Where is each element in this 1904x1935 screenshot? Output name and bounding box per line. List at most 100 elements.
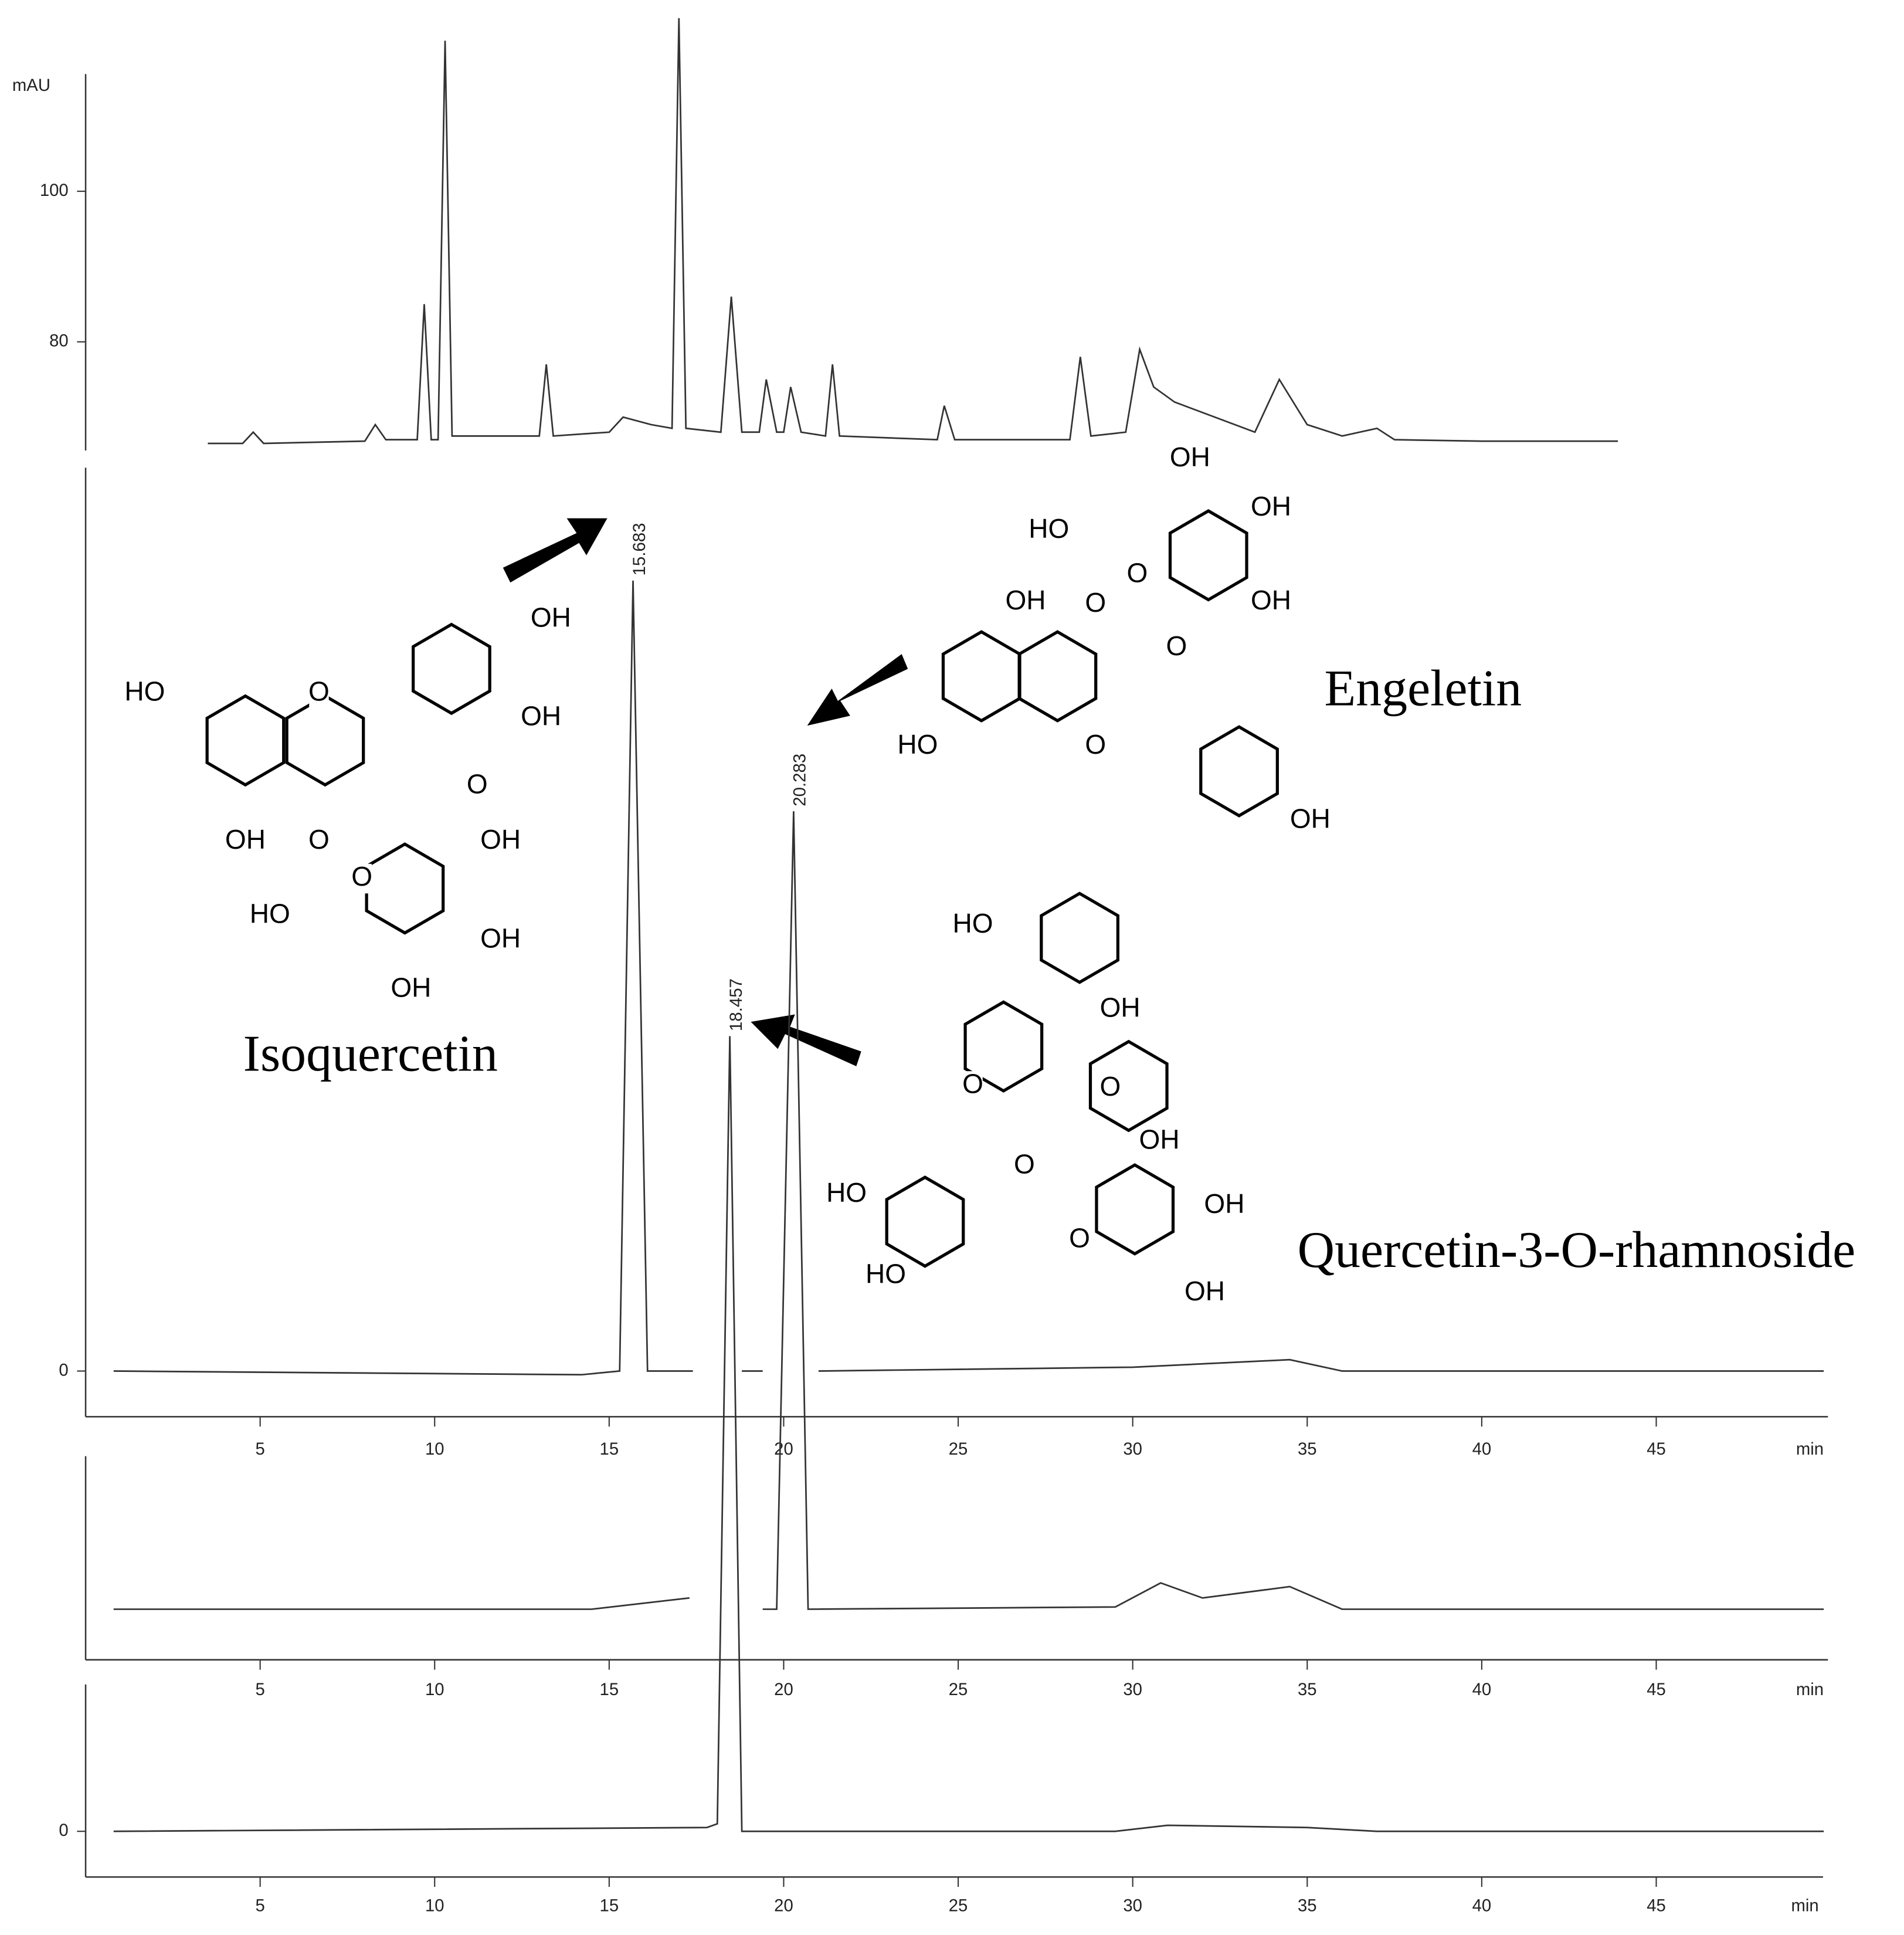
atom-label: OH	[1290, 803, 1331, 833]
y-tick-label: 0	[59, 1360, 68, 1380]
atom-label: OH	[1006, 585, 1046, 615]
x-tick-label: 25	[949, 1680, 968, 1699]
atom-label: O	[1085, 729, 1106, 760]
trace	[208, 18, 1618, 445]
x-tick-label: 5	[255, 1439, 264, 1459]
x-tick-label: 20	[774, 1439, 793, 1459]
bond-ring	[205, 694, 286, 787]
atom-bg	[1166, 633, 1187, 663]
x-tick-label: 5	[255, 1896, 264, 1915]
atom-label: OH	[480, 923, 521, 953]
atom-bg	[1139, 1126, 1179, 1157]
atom-bg	[1204, 1191, 1244, 1221]
x-tick-label: 40	[1472, 1896, 1492, 1915]
bond-ring	[1168, 509, 1248, 602]
atom-bg	[467, 771, 487, 801]
atom-bg	[481, 826, 521, 857]
x-tick-label: 5	[255, 1680, 264, 1699]
x-tick-label: 40	[1472, 1439, 1492, 1459]
atom-label: HO	[826, 1177, 867, 1208]
atom-bg	[225, 826, 265, 857]
atom-bg	[250, 900, 290, 931]
atom-label: O	[467, 768, 488, 799]
atom-label: O	[1099, 1071, 1121, 1102]
atom-bg	[352, 863, 372, 894]
atom-bg	[391, 975, 431, 1005]
y-tick-label: 80	[49, 331, 69, 351]
x-tick-label: 10	[425, 1896, 444, 1915]
compound-name: Quercetin-3-O-rhamnoside	[1298, 1221, 1855, 1279]
atom-label: OH	[1251, 491, 1291, 521]
bond-ring	[1088, 1039, 1169, 1133]
atom-bg	[1100, 994, 1140, 1025]
x-axis-label: min	[1791, 1896, 1819, 1915]
atom-label: HO	[953, 908, 993, 938]
bond-ring	[1199, 725, 1279, 818]
x-tick-label: 30	[1123, 1680, 1142, 1699]
x-tick-label: 35	[1298, 1896, 1317, 1915]
atom-bg	[1085, 731, 1106, 762]
atom-label: OH	[225, 824, 266, 855]
atom-label: O	[1069, 1223, 1090, 1253]
x-tick-label: 40	[1472, 1680, 1492, 1699]
peak-label: 18.457	[727, 978, 746, 1031]
atom-label: OH	[521, 701, 561, 731]
atom-bg	[1185, 1278, 1224, 1309]
bond-ring	[412, 622, 491, 716]
atom-label: HO	[1029, 513, 1069, 544]
atom-label: O	[1085, 587, 1106, 618]
atom-bg	[953, 910, 993, 941]
x-tick-label: 45	[1647, 1680, 1666, 1699]
bond-ring	[963, 1000, 1044, 1093]
atom-label: O	[1166, 631, 1187, 661]
x-tick-label: 20	[774, 1896, 793, 1915]
x-axis-label: min	[1796, 1680, 1824, 1699]
atom-label: HO	[250, 898, 290, 928]
bond-ring	[885, 1175, 965, 1268]
atom-bg	[1100, 1073, 1121, 1103]
atom-label: O	[1127, 558, 1148, 588]
atom-bg	[1251, 493, 1291, 524]
x-tick-label: 35	[1298, 1680, 1317, 1699]
y-tick-label: 0	[59, 1821, 68, 1840]
atom-bg	[1127, 560, 1148, 590]
atom-bg	[531, 604, 571, 635]
atom-label: O	[308, 824, 330, 855]
atom-label: OH	[1100, 992, 1141, 1022]
x-tick-label: 10	[425, 1680, 444, 1699]
atom-label: OH	[391, 972, 431, 1002]
arrow	[503, 518, 607, 583]
x-tick-label: 45	[1647, 1439, 1666, 1459]
atom-label: OH	[1139, 1124, 1180, 1154]
atom-label: HO	[866, 1259, 906, 1289]
trace	[113, 811, 1824, 1610]
bond-ring	[1040, 892, 1119, 984]
atom-label: OH	[480, 824, 521, 855]
x-axis-label: min	[1796, 1439, 1824, 1459]
atom-label: OH	[1170, 442, 1210, 472]
x-tick-label: 45	[1647, 1896, 1666, 1915]
x-tick-label: 30	[1123, 1896, 1142, 1915]
atom-bg	[1085, 589, 1106, 620]
bond-ring	[941, 630, 1021, 723]
atom-bg	[827, 1180, 867, 1209]
atom-label: O	[308, 676, 330, 707]
atom-bg	[309, 826, 329, 857]
arrows	[503, 518, 908, 1066]
bond-ring	[1095, 1163, 1175, 1256]
peak-label: 15.683	[630, 523, 649, 575]
atom-label: O	[962, 1069, 983, 1099]
atom-label: OH	[1185, 1276, 1225, 1306]
atom-label: HO	[124, 676, 165, 707]
trace	[113, 1036, 1824, 1832]
atom-bg	[1029, 516, 1069, 545]
atom-bg	[1070, 1225, 1090, 1255]
x-tick-label: 15	[600, 1896, 619, 1915]
atom-label: OH	[531, 602, 571, 632]
atom-bg	[963, 1071, 983, 1101]
atom-bg	[1290, 805, 1330, 836]
bond-ring	[365, 842, 445, 935]
compound-name: Engeletin	[1325, 659, 1522, 717]
atom-bg	[866, 1261, 905, 1291]
